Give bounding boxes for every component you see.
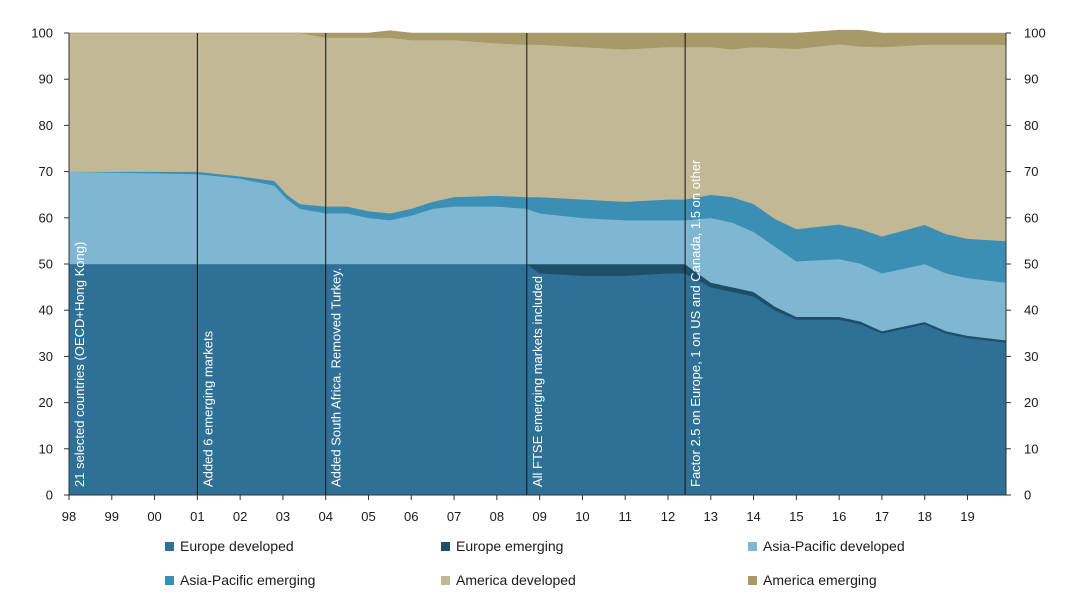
y-tick-label-left: 70 [39,164,53,179]
x-tick-label: 99 [105,509,119,524]
x-tick-label: 07 [447,509,461,524]
legend-item-asia-pacific-developed: Asia-Pacific developed [748,538,905,554]
legend-label: Asia-Pacific developed [763,538,905,554]
event-annotation: Added 6 emerging markets [200,330,215,487]
y-tick-label-left: 10 [39,441,53,456]
y-tick-label-left: 30 [39,349,53,364]
y-tick-label-right: 50 [1024,257,1038,272]
event-annotation: Added South Africa. Removed Turkey. [329,268,344,487]
y-tick-label-left: 40 [39,303,53,318]
y-tick-label-right: 40 [1024,303,1038,318]
y-tick-label-right: 70 [1024,164,1038,179]
legend-item-america-developed: America developed [441,572,576,588]
y-tick-label-left: 100 [31,26,53,41]
legend-label: America emerging [763,572,877,588]
legend-swatch [441,575,450,585]
y-tick-label-left: 50 [39,257,53,272]
y-tick-label-right: 10 [1024,441,1038,456]
event-annotation: 21 selected countries (OECD+Hong Kong) [72,242,87,487]
x-tick-label: 00 [147,509,161,524]
x-tick-label: 02 [233,509,247,524]
y-tick-label-right: 20 [1024,395,1038,410]
legend-item-europe-developed: Europe developed [165,538,294,554]
legend-swatch [748,575,757,585]
x-tick-label: 19 [960,509,974,524]
event-annotation: All FTSE emerging markets included [530,276,545,487]
x-tick-label: 06 [404,509,418,524]
x-tick-label: 98 [62,509,76,524]
y-tick-label-right: 90 [1024,72,1038,87]
legend-item-asia-pacific-emerging: Asia-Pacific emerging [165,572,315,588]
area-layers [68,29,1007,496]
legend-item-america-emerging: America emerging [748,572,877,588]
x-tick-label: 11 [618,509,632,524]
legend-label: Asia-Pacific emerging [180,572,316,588]
x-tick-label: 03 [276,509,290,524]
legend-swatch [165,541,174,551]
x-tick-label: 10 [575,509,589,524]
legend-label: America developed [456,572,576,588]
legend-swatch [441,541,450,551]
x-tick-label: 08 [490,509,504,524]
y-tick-label-left: 0 [46,488,53,503]
x-tick-label: 14 [746,509,760,524]
x-tick-label: 04 [318,509,332,524]
x-tick-label: 16 [832,509,846,524]
event-annotation: Factor 2.5 on Europe, 1 on US and Canada… [688,159,703,487]
y-tick-label-right: 80 [1024,118,1038,133]
x-tick-label: 09 [532,509,546,524]
legend-swatch [748,541,757,551]
legend-swatch [165,575,174,585]
stacked-area-chart: 21 selected countries (OECD+Hong Kong) Ad… [31,26,1045,525]
y-tick-label-right: 100 [1024,26,1046,41]
x-tick-label: 12 [661,509,675,524]
legend-label: Europe emerging [456,538,564,554]
legend-label: Europe developed [180,538,294,554]
x-tick-label: 15 [789,509,803,524]
y-tick-label-left: 20 [39,395,53,410]
y-tick-label-right: 0 [1024,488,1031,503]
x-tick-label: 01 [190,509,204,524]
legend-item-europe-emerging: Europe emerging [441,538,563,554]
x-tick-label: 05 [361,509,375,524]
y-tick-label-left: 80 [39,118,53,133]
y-tick-label-left: 90 [39,72,53,87]
x-tick-label: 17 [875,509,889,524]
x-tick-label: 13 [704,509,718,524]
y-tick-label-left: 60 [39,210,53,225]
y-tick-label-right: 60 [1024,210,1038,225]
y-tick-label-right: 30 [1024,349,1038,364]
legend: Europe developed Europe emerging Asia-Pa… [0,530,1080,600]
x-tick-label: 18 [917,509,931,524]
